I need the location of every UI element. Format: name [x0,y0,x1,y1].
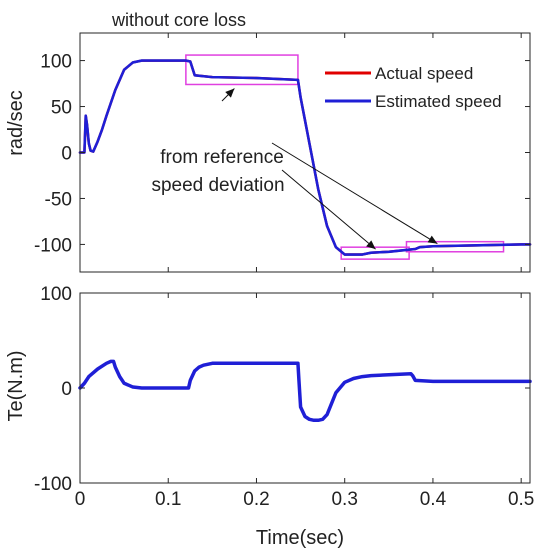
x-tick-label: 0.5 [508,489,534,510]
x-tick-label: 0.2 [243,489,269,510]
torque-chart-xlabel: Time(sec) [256,527,344,549]
y-tick-label: 50 [51,98,72,119]
speed-chart: without core loss rad/sec -100-50050100 … [5,10,532,273]
x-tick-label: 0.4 [420,489,447,510]
estimated-speed-line [78,59,532,256]
x-tick-label: 0.3 [331,489,357,510]
y-tick-label: -100 [34,235,72,256]
x-tick-label: 0 [75,489,86,510]
highlight-box [405,240,505,253]
y-tick-label: 100 [40,52,72,73]
legend-label-estimated-speed: Estimated speed [375,92,502,111]
torque-chart-ylabel: Te(N.m) [5,350,27,421]
speed-series-lines [78,59,532,256]
annotation-arrows [221,88,438,250]
annotation-arrow-line [281,169,376,250]
annotation-line-2: from reference [160,147,284,168]
annotation-arrow-head [427,235,438,244]
torque-line [78,359,532,423]
annotation-line-1: speed deviation [151,175,284,196]
speed-chart-axes: -100 -50 0 50 100 [34,32,531,273]
annotation-arrow-head [225,88,235,98]
speed-legend: Actual speed Estimated speed [325,64,502,111]
legend-label-actual-speed: Actual speed [375,64,473,83]
annotation-arrow-head [366,240,376,250]
highlight-box [185,54,299,86]
speed-annotation: speed deviation from reference [151,147,284,196]
y-tick-label: -50 [45,189,72,210]
y-tick-label: -100 [34,474,72,495]
torque-series-lines [78,359,532,423]
y-tick-label: 0 [61,144,72,165]
y-tick-label: 100 [40,284,72,305]
speed-chart-ylabel: rad/sec [5,90,27,156]
annotation-arrow-line [271,142,438,245]
y-tick-label: 0 [61,379,72,400]
x-tick-label: 0.1 [155,489,181,510]
speed-chart-title: without core loss [111,10,246,30]
